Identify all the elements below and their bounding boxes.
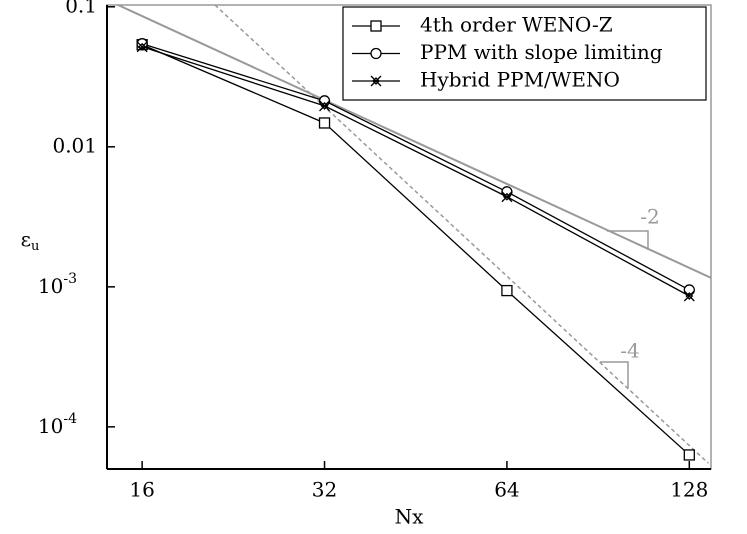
y-axis-label: εu — [21, 227, 40, 254]
y-tick-exponent: -4 — [63, 411, 77, 427]
marker — [319, 100, 330, 112]
y-tick-label: 0.01 — [52, 133, 97, 157]
legend-marker — [370, 47, 382, 60]
y-axis-label-sub: u — [31, 239, 39, 254]
y-tick-label: 10-4 — [38, 411, 77, 438]
marker — [318, 117, 331, 129]
legend-marker — [370, 75, 382, 87]
y-tick-base: 10 — [38, 413, 63, 437]
x-tick-label: 128 — [670, 478, 708, 502]
marker — [136, 41, 148, 53]
slope-label: -2 — [640, 205, 659, 229]
marker — [501, 191, 513, 203]
series-line — [141, 46, 690, 297]
legend-label: Hybrid PPM/WENO — [420, 68, 620, 92]
series-line — [141, 43, 690, 291]
y-tick-label: 10-3 — [38, 271, 77, 298]
x-axis-label: Nx — [395, 505, 425, 529]
reference-line — [117, 5, 711, 279]
slope-label: -4 — [620, 339, 639, 363]
slope-triangle — [600, 361, 629, 388]
marker — [683, 290, 695, 302]
x-tick-label: 32 — [312, 478, 337, 502]
marker — [501, 284, 513, 297]
y-tick-label: 0.1 — [65, 0, 97, 17]
legend — [342, 6, 707, 101]
legend-label: PPM with slope limiting — [420, 40, 663, 64]
x-tick-label: 64 — [494, 478, 519, 502]
series-line — [141, 44, 690, 456]
slope-triangle — [607, 230, 649, 250]
y-tick-exponent: -3 — [63, 271, 77, 287]
marker — [683, 284, 695, 296]
reference-line — [214, 5, 709, 464]
x-tick-label: 16 — [129, 478, 154, 502]
legend-label: 4th order WENO-Z — [420, 13, 613, 37]
y-tick-base: 10 — [38, 273, 63, 297]
marker — [683, 449, 695, 461]
y-axis-label-main: ε — [21, 227, 31, 251]
legend-marker — [370, 20, 382, 32]
